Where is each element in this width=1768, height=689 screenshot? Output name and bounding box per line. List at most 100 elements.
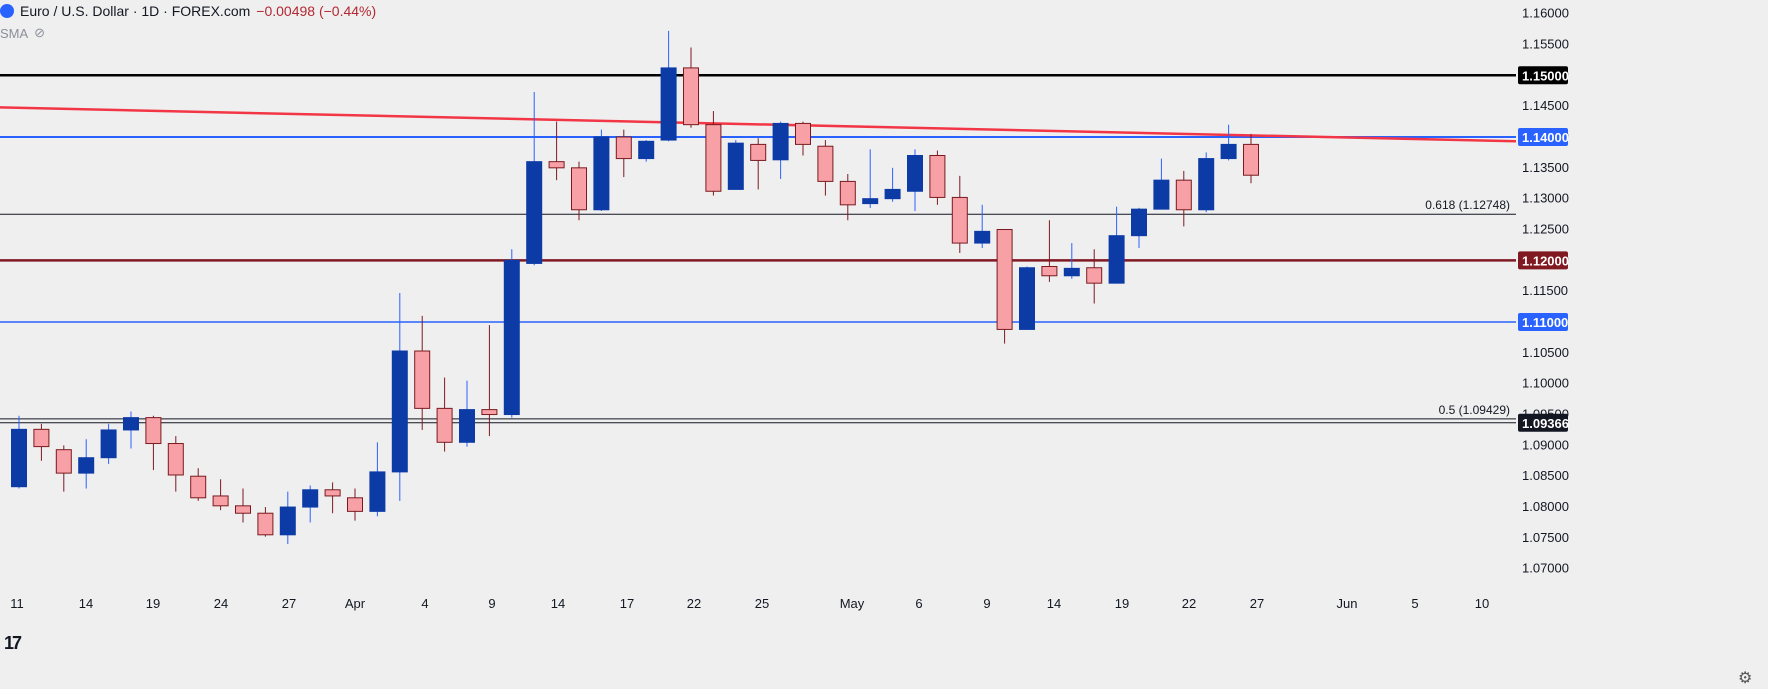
date-tick-label: 5 <box>1411 596 1418 611</box>
candle[interactable] <box>1220 124 1237 161</box>
candle[interactable] <box>436 377 453 452</box>
candle[interactable] <box>727 140 744 190</box>
date-tick-label: 22 <box>1182 596 1196 611</box>
candle[interactable] <box>459 380 475 447</box>
candle[interactable] <box>145 415 162 471</box>
candle-body <box>1220 143 1237 160</box>
symbol-title[interactable]: Euro / U.S. Dollar · 1D · FOREX.com <box>20 3 251 19</box>
candle[interactable] <box>414 315 431 430</box>
candle[interactable] <box>190 468 207 501</box>
date-tick-label: 25 <box>755 596 769 611</box>
candle[interactable] <box>481 325 498 437</box>
candle[interactable] <box>503 249 520 418</box>
indicator-row[interactable]: SMA ⊘ <box>0 24 45 42</box>
candle[interactable] <box>1153 158 1170 210</box>
candle[interactable] <box>324 482 341 514</box>
candle[interactable] <box>1175 170 1192 227</box>
price-badge-label: 1.09366 <box>1522 416 1569 431</box>
candle[interactable] <box>548 121 565 181</box>
candle-body <box>1086 267 1103 284</box>
candle[interactable] <box>974 204 991 249</box>
candle[interactable] <box>638 140 655 162</box>
candle[interactable] <box>167 436 184 492</box>
date-tick-label: 17 <box>620 596 634 611</box>
candle-body <box>145 417 162 445</box>
candle-body <box>727 142 744 190</box>
candle[interactable] <box>1041 220 1058 282</box>
candle[interactable] <box>772 121 789 179</box>
levels-layer: 0.618 (1.12748) 0.5 (1.09429) <box>0 74 1517 424</box>
candle[interactable] <box>750 138 767 190</box>
candle[interactable] <box>33 423 50 461</box>
candle[interactable] <box>862 149 879 208</box>
candle[interactable] <box>817 140 834 196</box>
candle[interactable] <box>347 488 363 521</box>
candle[interactable] <box>1131 207 1147 249</box>
candle[interactable] <box>683 47 699 128</box>
candle[interactable] <box>907 149 923 212</box>
candle[interactable] <box>593 129 610 212</box>
candle-body <box>683 67 699 126</box>
price-tick-label: 1.13000 <box>1522 191 1569 206</box>
candle[interactable] <box>235 488 251 523</box>
candle[interactable] <box>369 442 386 517</box>
candle[interactable] <box>884 167 901 202</box>
candle-body <box>1063 267 1080 277</box>
sma-label[interactable]: SMA <box>0 25 29 41</box>
candle[interactable] <box>526 91 543 266</box>
candle-body <box>1198 158 1215 211</box>
candle[interactable] <box>1063 243 1080 279</box>
price-tick-label: 1.07500 <box>1522 530 1569 545</box>
candle-body <box>369 471 386 512</box>
date-tick-label: 27 <box>282 596 296 611</box>
candle[interactable] <box>11 415 27 489</box>
trendline[interactable] <box>0 106 1517 143</box>
candle-body <box>1243 143 1259 176</box>
date-tick-label: Jun <box>1337 596 1358 611</box>
candle[interactable] <box>705 111 722 196</box>
candle[interactable] <box>1243 133 1259 184</box>
candle[interactable] <box>660 30 677 142</box>
candle[interactable] <box>279 491 296 545</box>
date-tick-label: 10 <box>1475 596 1489 611</box>
candle[interactable] <box>996 229 1013 344</box>
candle-body <box>638 140 655 160</box>
price-tick-label: 1.16000 <box>1522 6 1569 21</box>
candle[interactable] <box>212 479 229 511</box>
candle[interactable] <box>615 129 632 178</box>
candle-body <box>660 67 677 141</box>
candle[interactable] <box>929 150 946 205</box>
candle[interactable] <box>391 293 408 501</box>
candle-body <box>347 497 363 512</box>
price-tick-label: 1.11500 <box>1522 283 1568 298</box>
candle[interactable] <box>571 161 587 221</box>
candle[interactable] <box>100 423 117 464</box>
candle[interactable] <box>839 173 856 221</box>
candle-body <box>839 180 856 206</box>
candle-body <box>235 505 251 514</box>
candle[interactable] <box>1198 152 1215 213</box>
candle[interactable] <box>123 411 139 449</box>
candle[interactable] <box>951 175 968 253</box>
candle[interactable] <box>1019 266 1035 330</box>
price-badge-label: 1.12000 <box>1522 253 1569 268</box>
candle-body <box>548 161 565 169</box>
eye-off-icon[interactable]: ⊘ <box>34 25 46 40</box>
candle-body <box>503 259 520 416</box>
candle[interactable] <box>1086 249 1103 304</box>
candle-body <box>33 428 50 448</box>
tradingview-logo-icon[interactable]: 17 <box>4 633 22 653</box>
candle[interactable] <box>55 445 72 492</box>
candle[interactable] <box>302 485 319 523</box>
candle[interactable] <box>795 121 811 156</box>
price-change: −0.00498 (−0.44%) <box>256 3 377 19</box>
date-tick-label: 22 <box>687 596 701 611</box>
candle[interactable] <box>1108 206 1125 284</box>
candle[interactable] <box>78 439 95 489</box>
date-tick-label: 9 <box>983 596 990 611</box>
candle-body <box>1108 235 1125 284</box>
price-badge <box>1518 413 1568 432</box>
gear-icon[interactable]: ⚙ <box>1738 670 1753 687</box>
candle[interactable] <box>257 507 274 537</box>
